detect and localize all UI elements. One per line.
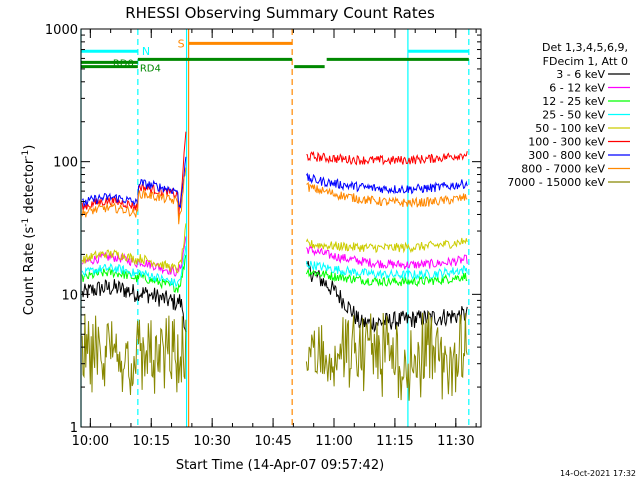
y-label-sup-1: -1 xyxy=(21,218,31,227)
y-tick-label: 100 xyxy=(53,156,78,171)
legend: Det 1,3,4,5,6,9,FDecim 1, Att 03 - 6 keV… xyxy=(507,41,630,189)
footer-timestamp: 14-Oct-2021 17:32 xyxy=(560,469,636,478)
legend-header: FDecim 1, Att 0 xyxy=(543,55,628,68)
legend-entry: 300 - 800 keV xyxy=(528,149,605,162)
legend-entry: 25 - 50 keV xyxy=(542,109,605,122)
annotation-label: N xyxy=(142,45,150,58)
legend-entry: 12 - 25 keV xyxy=(542,95,605,108)
y-axis-label: Count Rate (s-1 detector-1) xyxy=(21,145,37,316)
y-tick-label: 10 xyxy=(61,288,78,303)
legend-entry: 3 - 6 keV xyxy=(556,68,605,81)
legend-entry: 800 - 7000 keV xyxy=(521,163,605,176)
x-tick-label: 10:45 xyxy=(254,434,291,449)
legend-entry: 7000 - 15000 keV xyxy=(507,176,605,189)
x-tick-label: 10:15 xyxy=(133,434,170,449)
legend-entry: 50 - 100 keV xyxy=(535,122,605,135)
annotation-label: RD0 xyxy=(113,58,134,69)
series-3-6-kev xyxy=(81,260,468,334)
series-300-800-kev xyxy=(81,156,468,209)
y-label-sup-2: -1 xyxy=(21,150,31,159)
y-label-part-3: ) xyxy=(22,145,37,150)
annotation-bars: N S RD0 RD4 xyxy=(81,37,469,74)
y-tick-label: 1 xyxy=(70,421,78,436)
y-label-part-1: Count Rate (s xyxy=(22,227,37,316)
x-tick-label: 11:15 xyxy=(376,434,413,449)
legend-entry: 100 - 300 keV xyxy=(528,136,605,149)
x-tick-label: 11:30 xyxy=(437,434,474,449)
y-tick-label: 1000 xyxy=(45,23,78,38)
x-tick-label: 11:00 xyxy=(315,434,352,449)
legend-entry: 6 - 12 keV xyxy=(549,82,605,95)
x-tick-label: 10:00 xyxy=(72,434,109,449)
series-800-7000-kev xyxy=(81,167,468,225)
plot-frame xyxy=(80,28,482,428)
chart-title: RHESSI Observing Summary Count Rates xyxy=(125,4,435,22)
series-25-50-kev xyxy=(81,245,468,288)
series-7000-15000-kev xyxy=(81,311,468,401)
series-lines xyxy=(81,131,468,401)
series-50-100-kev xyxy=(81,223,468,274)
y-label-part-2: detector xyxy=(22,158,37,218)
axes: 1 10 100 1000 10:00 10:15 10:30 10:45 11:00 11:15… xyxy=(45,23,481,449)
x-tick-label: 10:30 xyxy=(193,434,230,449)
annotation-label: S xyxy=(178,37,185,50)
x-axis-label: Start Time (14-Apr-07 09:57:42) xyxy=(176,458,384,473)
annotation-label: RD4 xyxy=(140,63,161,74)
legend-header: Det 1,3,4,5,6,9, xyxy=(542,41,628,54)
